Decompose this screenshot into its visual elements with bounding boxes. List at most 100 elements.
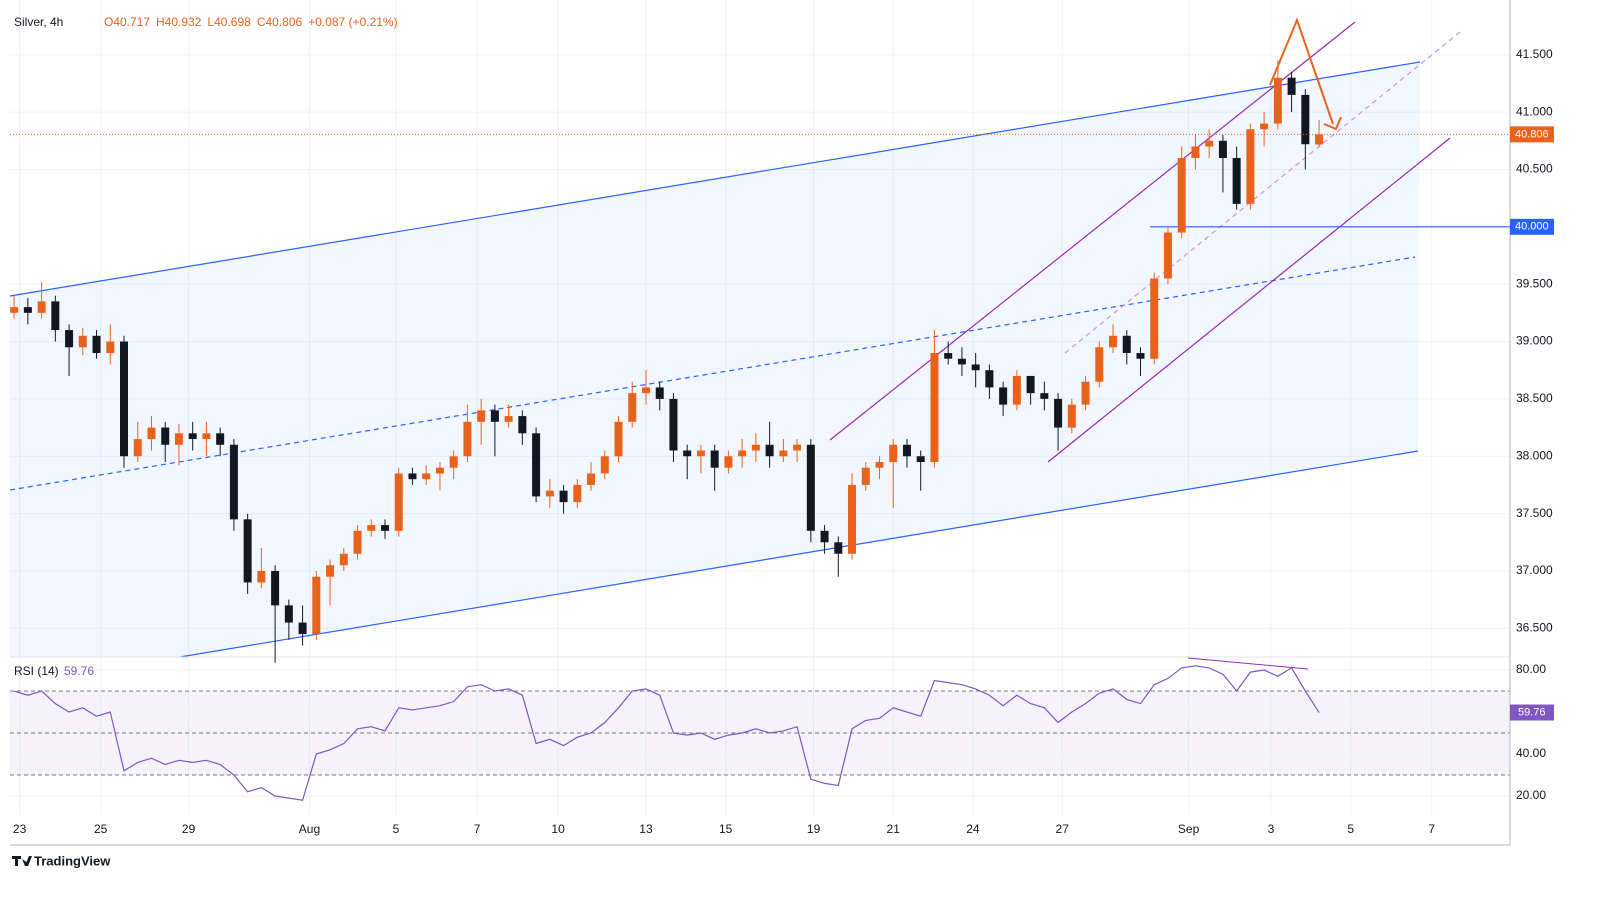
y-tick-label: 40.00	[1516, 746, 1546, 760]
candle-body	[257, 570, 266, 583]
x-tick-label: 5	[1347, 822, 1354, 836]
candle-body	[957, 358, 966, 365]
candle-body	[710, 450, 719, 468]
candle-body	[1301, 94, 1310, 145]
candle-body	[641, 387, 650, 394]
rising-channel-upper	[829, 21, 1356, 441]
last-price-label: 40.806	[1515, 128, 1549, 140]
candle-body	[1232, 157, 1241, 204]
y-tick-label: 20.00	[1516, 788, 1546, 802]
candle-body	[628, 393, 637, 422]
brand-name: TradingView	[34, 853, 111, 868]
candle-body	[353, 530, 362, 554]
candle-body	[78, 335, 87, 348]
candle-body	[161, 427, 170, 445]
x-tick-label: 21	[887, 822, 901, 836]
x-tick-label: 15	[719, 822, 733, 836]
header: Silver, 4h O40.717 H40.932 L40.698 C40.8…	[14, 15, 398, 678]
candle-body	[1054, 398, 1063, 428]
candle-body	[545, 490, 554, 497]
y-tick-label: 40.500	[1516, 162, 1553, 176]
candle-body	[1163, 232, 1172, 279]
y-tick-label: 80.00	[1516, 662, 1546, 676]
candle-body	[394, 473, 403, 531]
candle-body	[985, 370, 994, 388]
candle-body	[944, 353, 953, 359]
x-tick-label: 23	[13, 822, 27, 836]
candle-body	[1273, 77, 1282, 124]
candle-body	[216, 433, 225, 445]
candle-body	[889, 444, 898, 462]
candle-body	[779, 450, 788, 457]
candle-body	[1109, 335, 1118, 348]
rsi-divergence	[1187, 657, 1309, 670]
candle-body	[820, 530, 829, 543]
candle-body	[861, 467, 870, 485]
candle-body	[1287, 77, 1296, 95]
last-price-box	[1510, 126, 1554, 143]
candle-body	[92, 335, 101, 354]
candle-body	[875, 461, 884, 468]
candle-body	[1122, 335, 1131, 354]
y-tick-label: 36.500	[1516, 620, 1553, 634]
rising-channel-lower	[1047, 137, 1451, 463]
candle-body	[765, 444, 774, 457]
y-tick-label: 37.000	[1516, 563, 1553, 577]
header-open: O40.717	[104, 15, 150, 29]
y-tick-label: 41.000	[1516, 104, 1553, 118]
x-tick-label: 25	[94, 822, 108, 836]
candle-body	[188, 433, 197, 440]
rsi-line	[13, 665, 1320, 801]
candle-body	[1012, 375, 1021, 405]
candle-body	[23, 307, 32, 313]
candle-body	[587, 473, 596, 485]
candle-body	[65, 330, 74, 348]
candle-body	[339, 553, 348, 566]
x-tick-label: Sep	[1178, 822, 1200, 836]
candle-body	[10, 307, 19, 313]
candle-body	[120, 341, 129, 457]
x-tick-label: Aug	[299, 822, 320, 836]
drawings	[9, 17, 1461, 657]
x-tick-label: 3	[1268, 822, 1275, 836]
candle-body	[326, 565, 335, 577]
candle-body	[999, 387, 1008, 405]
candle-body	[1246, 129, 1255, 204]
symbol: Silver, 4h	[14, 15, 63, 29]
candle-body	[1040, 393, 1049, 399]
x-tick-label: 13	[639, 822, 653, 836]
candle-body	[806, 444, 815, 531]
rsi-value: 59.76	[64, 664, 94, 678]
candle-body	[271, 570, 280, 606]
x-tick-label: 19	[807, 822, 821, 836]
candle-body	[902, 444, 911, 457]
candle-body	[930, 353, 939, 462]
header-low: L40.698	[207, 15, 251, 29]
candle-body	[971, 364, 980, 371]
y-tick-label: 38.500	[1516, 391, 1553, 405]
rsi-value-label: 59.76	[1518, 706, 1546, 718]
candle-body	[284, 605, 293, 623]
marks-layer: 36.500 37.000 37.500 38.000 38.500 39.000 39.5…	[10, 47, 1554, 836]
candle-body	[381, 525, 389, 531]
candle-body	[669, 398, 678, 451]
candle-body	[600, 456, 609, 474]
logo	[12, 856, 32, 866]
candle-body	[696, 450, 705, 457]
candle-body	[1150, 278, 1159, 359]
candle-body	[1136, 353, 1145, 359]
candle-body	[834, 542, 843, 554]
header-change: +0.087 (+0.21%)	[308, 15, 397, 29]
candle-body	[518, 416, 527, 434]
candle-body	[751, 444, 760, 451]
candle-body	[793, 444, 802, 451]
candle-body	[655, 387, 664, 399]
candle-body	[532, 433, 541, 497]
y-tick-label: 39.000	[1516, 334, 1553, 348]
candle-body	[408, 473, 417, 480]
candle-body	[312, 576, 321, 635]
candle-body	[1177, 157, 1186, 233]
candle-body	[724, 456, 733, 468]
candle-body	[1191, 146, 1200, 158]
candle-body	[1067, 404, 1076, 428]
